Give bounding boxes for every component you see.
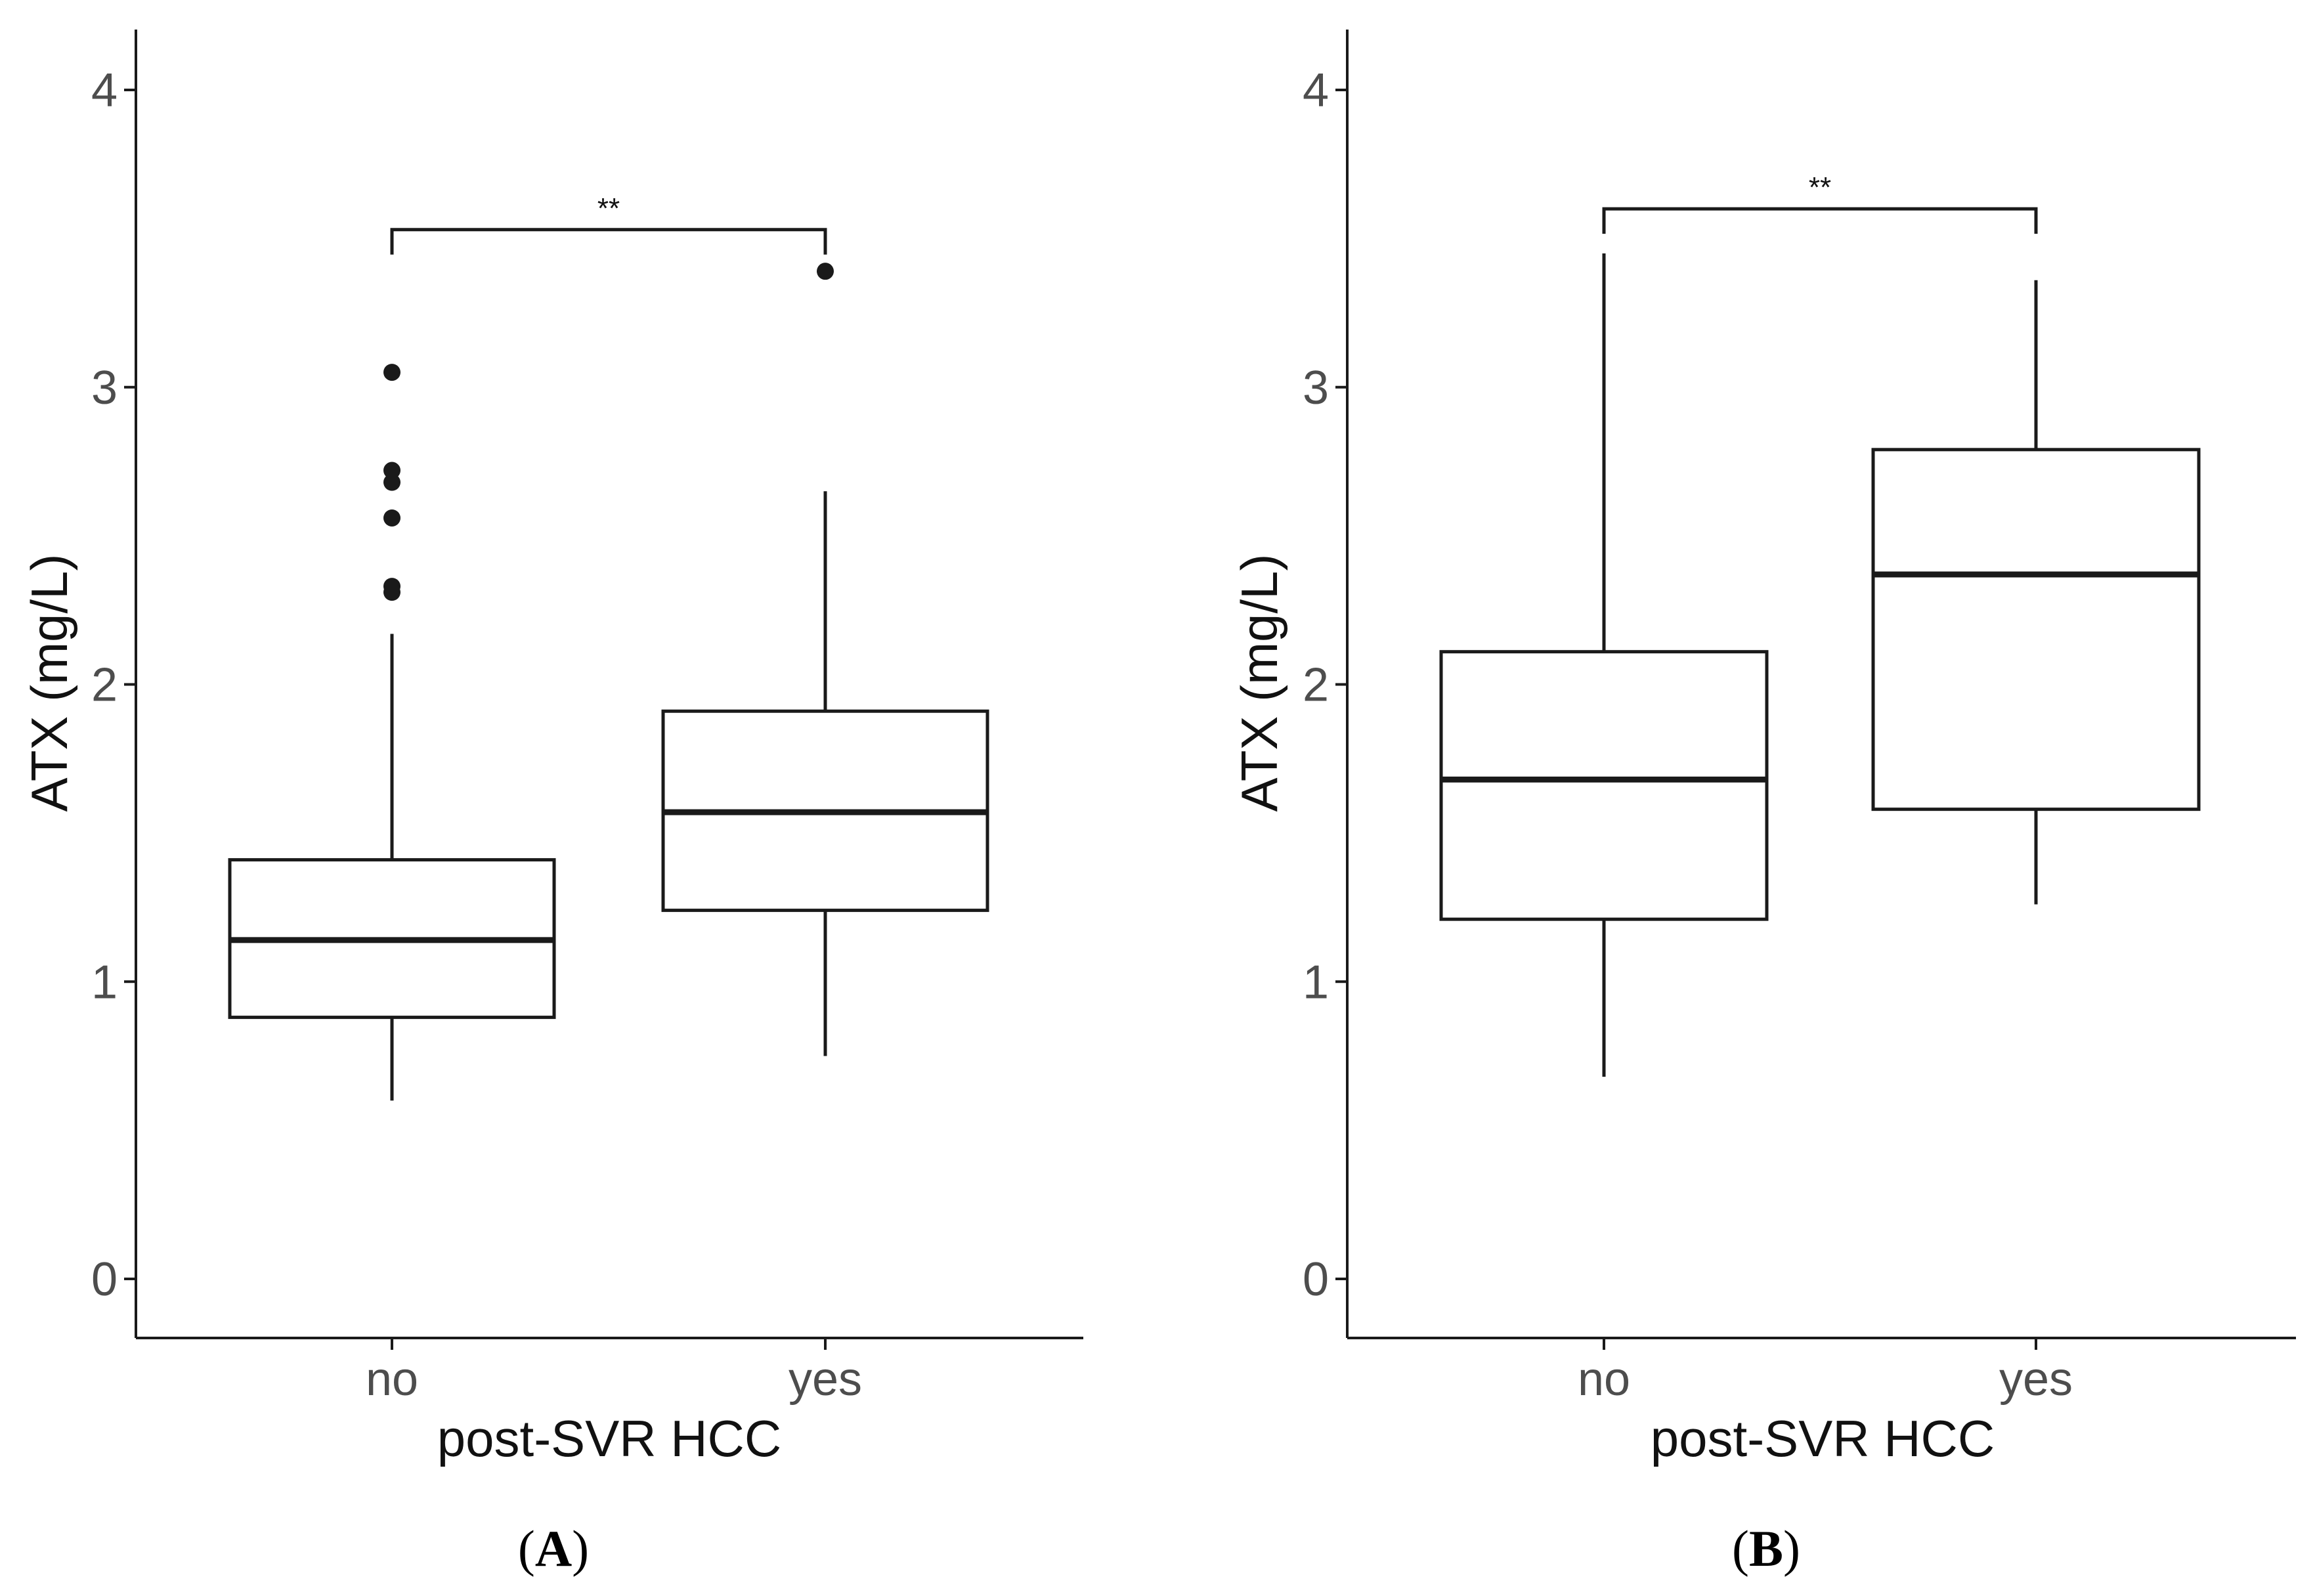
y-tick-label: 2 — [1303, 659, 1329, 712]
panel-letter: B — [1749, 1520, 1783, 1577]
box-iqr — [1871, 448, 2201, 811]
significance-label: ** — [1809, 171, 1831, 204]
outlier-point — [383, 578, 400, 595]
panel-b: 0 1 2 3 4 no yes post-SVR HCC ATX (mg/L)… — [1230, 30, 2296, 1577]
y-axis-title: ATX (mg/L) — [20, 554, 78, 812]
x-tick-label: yes — [789, 1353, 862, 1406]
x-axis-title: post-SVR HCC — [437, 1410, 781, 1467]
y-tick-label: 1 — [91, 956, 118, 1008]
x-tick-label: no — [1578, 1353, 1630, 1406]
y-tick-label: 4 — [1303, 64, 1329, 117]
box-marks — [1439, 253, 2201, 1077]
x-tick-label: no — [366, 1353, 418, 1406]
outlier-point — [383, 473, 400, 491]
panel-label: (B) — [1732, 1520, 1800, 1577]
panel-label: (A) — [518, 1520, 589, 1577]
outlier-point — [817, 263, 834, 280]
significance-label: ** — [597, 192, 620, 225]
x-axis-title: post-SVR HCC — [1651, 1410, 1995, 1467]
panel-a: 0 1 2 3 4 no yes post-SVR HCC ATX (mg/L)… — [20, 30, 1083, 1577]
y-tick-label: 1 — [1303, 956, 1329, 1008]
y-tick-label: 2 — [91, 659, 118, 712]
significance-annotation: ** — [1602, 171, 2038, 234]
outlier-point — [383, 364, 400, 381]
significance-annotation: ** — [390, 192, 827, 255]
significance-bracket — [390, 228, 827, 255]
y-tick-label: 0 — [91, 1253, 118, 1306]
y-tick-label: 3 — [91, 362, 118, 414]
y-tick-label: 0 — [1303, 1253, 1329, 1306]
x-tick-label: yes — [1999, 1353, 2073, 1406]
y-tick-label: 4 — [91, 64, 118, 117]
outlier-point — [383, 509, 400, 527]
outlier-point — [383, 462, 400, 479]
significance-bracket — [1602, 207, 2038, 234]
box-iqr — [1439, 650, 1769, 921]
panel-letter: A — [535, 1520, 572, 1577]
y-axis-title: ATX (mg/L) — [1230, 554, 1288, 812]
box-marks — [228, 263, 989, 1101]
y-tick-label: 3 — [1303, 362, 1329, 414]
